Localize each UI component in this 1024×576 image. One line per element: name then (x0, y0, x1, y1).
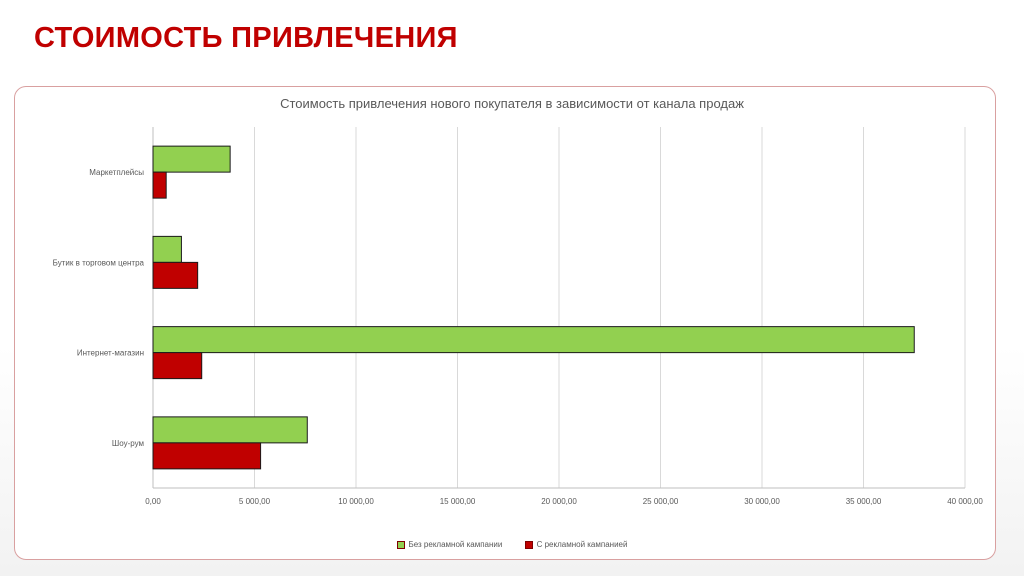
bar-with-campaign (152, 352, 203, 380)
x-tick-label: 5 000,00 (239, 497, 271, 506)
legend-swatch-red (524, 540, 533, 549)
bar-with-campaign (152, 171, 167, 199)
x-tick-label: 20 000,00 (541, 497, 577, 506)
slide-title: СТОИМОСТЬ ПРИВЛЕЧЕНИЯ (34, 22, 458, 54)
x-tick-label: 35 000,00 (846, 497, 882, 506)
chart-title: Стоимость привлечения нового покупателя … (280, 96, 744, 111)
legend-item-no-campaign: Без рекламной кампании (396, 540, 503, 549)
y-category-label: Маркетплейсы (89, 168, 144, 177)
y-category-label: Интернет-магазин (77, 349, 144, 358)
y-category-label: Шоу-рум (112, 439, 144, 448)
legend-label: Без рекламной кампании (408, 540, 503, 549)
bar-no-campaign (152, 326, 915, 354)
legend-label: С рекламной кампанией (536, 540, 628, 549)
legend-swatch-green (396, 540, 405, 549)
bar-no-campaign (152, 145, 231, 173)
chart-legend: Без рекламной кампании С рекламной кампа… (0, 540, 1024, 551)
x-tick-label: 40 000,00 (947, 497, 983, 506)
legend-item-with-campaign: С рекламной кампанией (524, 540, 628, 549)
y-category-label: Бутик в торговом центра (53, 258, 145, 267)
x-tick-label: 10 000,00 (338, 497, 374, 506)
bar-with-campaign (152, 261, 199, 289)
x-tick-label: 0,00 (145, 497, 161, 506)
x-tick-label: 15 000,00 (440, 497, 476, 506)
bar-no-campaign (152, 235, 182, 263)
x-tick-label: 30 000,00 (744, 497, 780, 506)
bar-with-campaign (152, 442, 262, 470)
x-tick-label: 25 000,00 (643, 497, 679, 506)
bar-no-campaign (152, 416, 308, 444)
